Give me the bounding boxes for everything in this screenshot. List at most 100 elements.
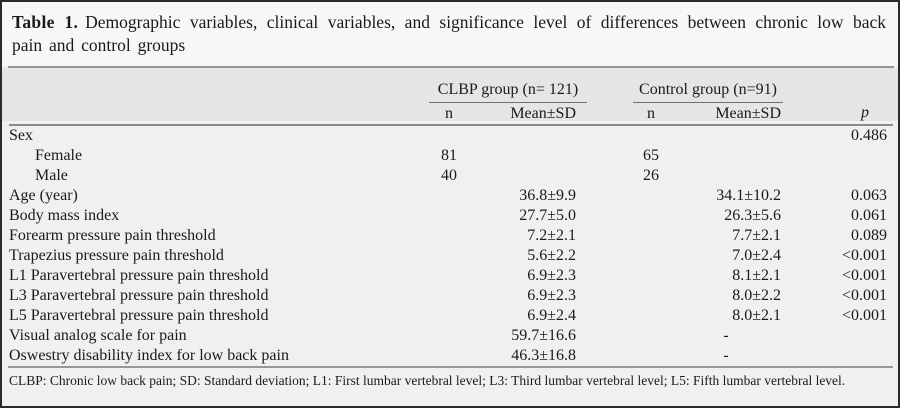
clbp-n-value (429, 206, 469, 226)
control-n-value (633, 186, 669, 206)
row-label: L3 Paravertebral pressure pain threshold (9, 287, 269, 304)
control-n-value (633, 286, 669, 306)
control-n-value (633, 306, 669, 326)
control-mean-value: 26.3±5.6 (724, 207, 781, 224)
clbp-mean-value: 36.8±9.9 (519, 187, 576, 204)
sub-header-row: n Mean±SD n Mean±SD p (9, 102, 893, 126)
table-footnote: CLBP: Chronic low back pain; SD: Standar… (8, 366, 893, 390)
clbp-n-header: n (429, 102, 469, 126)
table-row: Visual analog scale for pain 59.7±16.6 - (9, 326, 893, 346)
table-row: Age (year) 36.8±9.9 34.1±10.2 0.063 (9, 186, 893, 206)
p-value: 0.089 (851, 227, 887, 244)
empty-cell (587, 346, 633, 366)
p-value (783, 326, 893, 346)
clbp-n-value (429, 346, 469, 366)
clbp-n-value (429, 246, 469, 266)
control-mean-value (669, 166, 783, 186)
row-label: Oswestry disability index for low back p… (9, 347, 289, 364)
control-mean-sd-header: Mean±SD (669, 102, 783, 126)
empty-cell (783, 68, 893, 103)
empty-cell (587, 102, 633, 126)
control-mean-value (669, 146, 783, 166)
empty-cell (587, 68, 633, 103)
empty-cell (587, 246, 633, 266)
table-row: Male 40 26 (9, 166, 893, 186)
clbp-mean-value: 59.7±16.6 (511, 327, 576, 344)
table-number: Table 1. (12, 12, 79, 32)
control-mean-value: - (723, 347, 729, 364)
table-row: Trapezius pressure pain threshold 5.6±2.… (9, 246, 893, 266)
p-value: <0.001 (841, 247, 887, 264)
empty-cell (587, 226, 633, 246)
row-label: Male (35, 167, 68, 184)
p-value (783, 146, 893, 166)
clbp-n-value (429, 306, 469, 326)
clbp-mean-value (469, 146, 587, 166)
clbp-mean-value: 46.3±16.8 (511, 347, 576, 364)
control-mean-value: 34.1±10.2 (716, 187, 781, 204)
control-group-header: Control group (n=91) (633, 68, 783, 103)
empty-cell (587, 186, 633, 206)
row-label: Sex (9, 127, 33, 144)
clbp-mean-value: 6.9±2.3 (527, 267, 576, 284)
table-caption: Table 1. Demographic variables, clinical … (2, 2, 898, 66)
row-label: Visual analog scale for pain (9, 327, 187, 344)
clbp-mean-value: 5.6±2.2 (527, 247, 576, 264)
control-mean-value (669, 125, 783, 146)
control-n-value (633, 346, 669, 366)
control-n-value: 26 (643, 167, 659, 184)
empty-cell (9, 68, 429, 103)
table-row: Sex 0.486 (9, 125, 893, 146)
table-row: Female 81 65 (9, 146, 893, 166)
clbp-n-value: 81 (441, 147, 457, 164)
control-n-header: n (633, 102, 669, 126)
control-mean-value: 8.0±2.2 (732, 287, 781, 304)
table-row: Body mass index 27.7±5.0 26.3±5.6 0.061 (9, 206, 893, 226)
clbp-mean-value: 6.9±2.3 (527, 287, 576, 304)
p-value (783, 346, 893, 366)
clbp-mean-value: 6.9±2.4 (527, 307, 576, 324)
p-value: 0.486 (851, 127, 887, 144)
control-n-value (633, 206, 669, 226)
control-mean-value: 8.0±2.1 (732, 307, 781, 324)
control-n-value (633, 246, 669, 266)
clbp-group-header: CLBP group (n= 121) (429, 68, 587, 103)
control-mean-value: 7.7±2.1 (732, 227, 781, 244)
table-header: CLBP group (n= 121) Control group (n=91)… (9, 68, 893, 126)
row-label: Trapezius pressure pain threshold (9, 247, 224, 264)
clbp-mean-value (469, 125, 587, 146)
table-row: L1 Paravertebral pressure pain threshold… (9, 266, 893, 286)
control-mean-value: - (723, 327, 729, 344)
p-value (783, 166, 893, 186)
table-row: Forearm pressure pain threshold 7.2±2.1 … (9, 226, 893, 246)
row-label: Forearm pressure pain threshold (9, 227, 216, 244)
p-value: 0.063 (851, 187, 887, 204)
table-body: Sex 0.486 Female 81 65 (9, 125, 893, 366)
empty-cell (587, 286, 633, 306)
control-n-value (633, 226, 669, 246)
empty-cell (587, 326, 633, 346)
clbp-n-value (429, 186, 469, 206)
p-header: p (783, 102, 893, 126)
clbp-n-value (429, 266, 469, 286)
p-value: <0.001 (841, 267, 887, 284)
p-value: <0.001 (841, 287, 887, 304)
control-mean-value: 8.1±2.1 (732, 267, 781, 284)
control-n-value (633, 326, 669, 346)
empty-cell (587, 125, 633, 146)
group-header-row: CLBP group (n= 121) Control group (n=91) (9, 68, 893, 103)
data-table: CLBP group (n= 121) Control group (n=91)… (9, 68, 893, 366)
table-row: Oswestry disability index for low back p… (9, 346, 893, 366)
row-label: L1 Paravertebral pressure pain threshold (9, 267, 269, 284)
control-mean-value: 7.0±2.4 (732, 247, 781, 264)
row-label: Body mass index (9, 207, 120, 224)
clbp-n-value (429, 125, 469, 146)
control-n-value: 65 (643, 147, 659, 164)
empty-cell (587, 306, 633, 326)
top-rule (8, 66, 894, 68)
row-label: Age (year) (9, 187, 78, 204)
row-label: L5 Paravertebral pressure pain threshold (9, 307, 269, 324)
clbp-mean-sd-header: Mean±SD (469, 102, 587, 126)
empty-cell (587, 266, 633, 286)
empty-cell (587, 146, 633, 166)
